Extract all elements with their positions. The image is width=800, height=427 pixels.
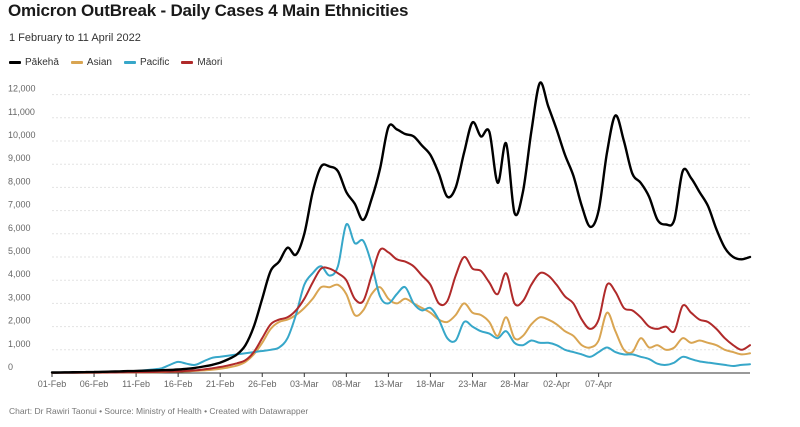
legend-item-pakeha: Pākehā [9,57,59,68]
series-line-maori [51,247,751,374]
y-tick-label: 11,000 [8,107,35,117]
x-tick-label: 13-Mar [374,379,403,389]
series-line-asian [51,283,751,374]
legend-label-pakeha: Pākehā [25,57,59,68]
legend-item-asian: Asian [70,57,112,68]
legend-item-maori: Māori [181,57,222,68]
x-tick-label: 06-Feb [80,379,109,389]
x-tick-label: 21-Feb [206,379,235,389]
y-tick-label: 0 [8,362,13,372]
legend: Pākehā Asian Pacific Māori [9,57,222,68]
y-tick-label: 7,000 [8,200,31,210]
legend-item-pacific: Pacific [123,57,170,68]
y-tick-label: 8,000 [8,176,31,186]
legend-swatch-maori [181,61,194,64]
y-tick-label: 1,000 [8,339,31,349]
y-tick-label: 6,000 [8,223,31,233]
legend-label-pacific: Pacific [139,57,170,68]
x-tick-label: 03-Mar [290,379,319,389]
legend-swatch-pacific [123,61,136,64]
x-tick-label: 28-Mar [500,379,529,389]
legend-swatch-asian [70,61,83,64]
series-line-pakeha [50,81,752,374]
legend-swatch-pakeha [9,61,21,64]
series-line-pacific [51,223,751,374]
y-tick-label: 3,000 [8,292,31,302]
y-tick-label: 9,000 [8,153,31,163]
x-tick-label: 26-Feb [248,379,277,389]
x-tick-label: 11-Feb [122,379,150,389]
legend-label-maori: Māori [197,57,223,68]
y-tick-label: 12,000 [8,84,36,94]
legend-label-asian: Asian [86,57,112,68]
y-tick-label: 5,000 [8,246,31,256]
y-tick-label: 4,000 [8,269,31,279]
x-tick-label: 16-Feb [164,379,193,389]
x-tick-label: 07-Apr [585,379,612,389]
chart-title: Omicron OutBreak - Daily Cases 4 Main Et… [8,1,409,20]
x-tick-label: 02-Apr [543,379,570,389]
x-tick-label: 01-Feb [38,379,67,389]
y-tick-label: 10,000 [8,130,36,140]
chart-subtitle: 1 February to 11 April 2022 [9,32,141,44]
x-tick-label: 23-Mar [458,379,487,389]
chart-footer: Chart: Dr Rawiri Taonui • Source: Minist… [9,406,309,416]
x-tick-label: 08-Mar [332,379,361,389]
y-tick-label: 2,000 [8,316,31,326]
x-tick-label: 18-Mar [416,379,445,389]
